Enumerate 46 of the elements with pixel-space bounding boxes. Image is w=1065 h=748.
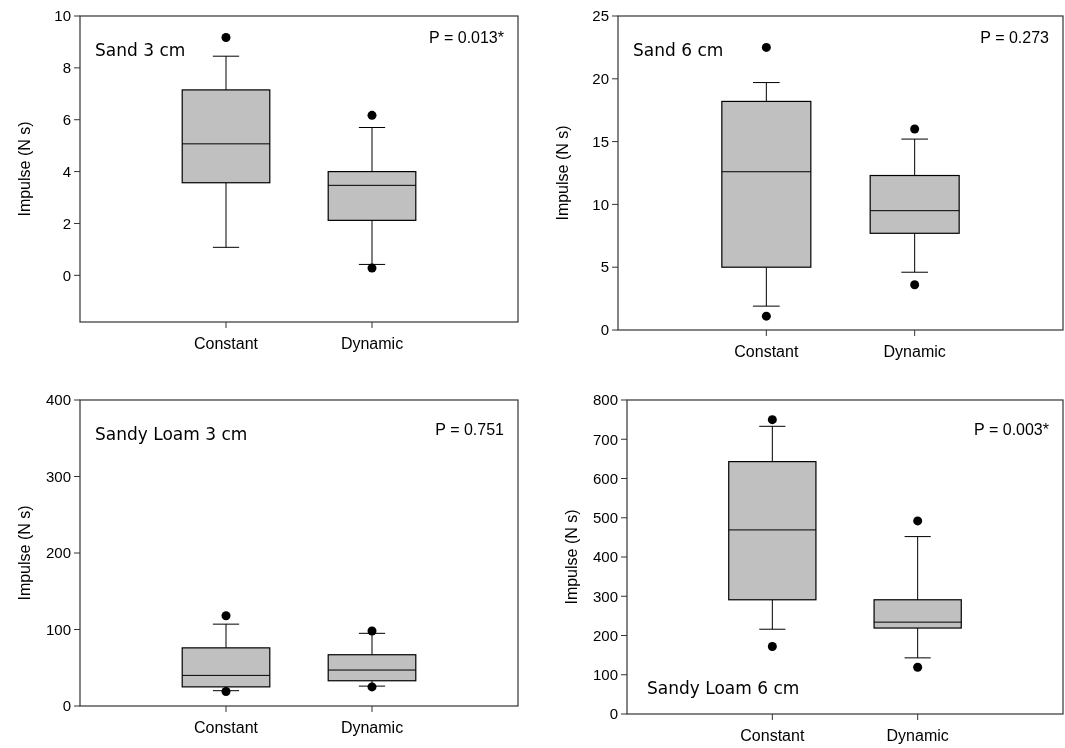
- y-tick-label: 15: [592, 132, 609, 150]
- y-axis-title: Impulse (N s): [554, 125, 571, 221]
- x-tick-label: Constant: [193, 719, 259, 736]
- x-tick-label: Constant: [740, 727, 805, 744]
- y-tick-label: 300: [45, 467, 71, 485]
- y-axis-title: Impulse (N s): [16, 505, 33, 601]
- annotation: Sandy Loam 3 cm: [95, 424, 248, 444]
- annotation: P = 0.273: [980, 29, 1050, 46]
- x-tick-label: Constant: [734, 343, 799, 360]
- y-tick-label: 8: [62, 59, 71, 77]
- y-tick-label: 700: [592, 430, 618, 448]
- x-tick-label: Dynamic: [340, 719, 404, 736]
- y-tick-label: 200: [592, 626, 618, 644]
- y-tick-label: 5: [600, 258, 609, 276]
- x-tick-label: Dynamic: [340, 335, 404, 352]
- y-tick-label: 0: [609, 705, 618, 723]
- annotation: Sand 6 cm: [633, 40, 724, 60]
- y-tick-label: 500: [592, 509, 618, 526]
- y-tick-label: 6: [62, 110, 71, 128]
- y-axis-title: Impulse (N s): [16, 121, 33, 217]
- annotation: P = 0.013*: [429, 29, 504, 46]
- y-tick-label: 0: [600, 321, 609, 339]
- y-axis-title: Impulse (N s): [563, 509, 580, 605]
- y-tick-label: 400: [592, 548, 618, 566]
- annotation: Sandy Loam 6 cm: [647, 678, 800, 698]
- y-tick-label: 0: [62, 266, 71, 284]
- x-tick-label: Constant: [193, 335, 259, 352]
- y-tick-label: 0: [62, 697, 71, 715]
- y-tick-label: 20: [592, 70, 609, 88]
- annotation: P = 0.751: [435, 421, 505, 438]
- annotation: P = 0.003*: [974, 421, 1049, 438]
- y-tick-label: 10: [592, 195, 609, 213]
- y-tick-label: 2: [62, 214, 71, 232]
- y-tick-label: 300: [592, 587, 618, 605]
- y-tick-label: 600: [592, 469, 618, 487]
- annotation: Sand 3 cm: [95, 40, 186, 60]
- y-tick-label: 100: [592, 666, 618, 683]
- y-tick-label: 100: [45, 620, 71, 638]
- y-tick-label: 4: [62, 162, 71, 180]
- x-tick-label: Dynamic: [886, 727, 949, 744]
- y-tick-label: 25: [592, 7, 609, 25]
- x-tick-label: Dynamic: [883, 343, 946, 360]
- y-tick-label: 200: [45, 544, 71, 562]
- y-tick-label: 800: [592, 391, 618, 409]
- y-tick-label: 400: [45, 391, 71, 409]
- y-tick-label: 10: [54, 7, 71, 25]
